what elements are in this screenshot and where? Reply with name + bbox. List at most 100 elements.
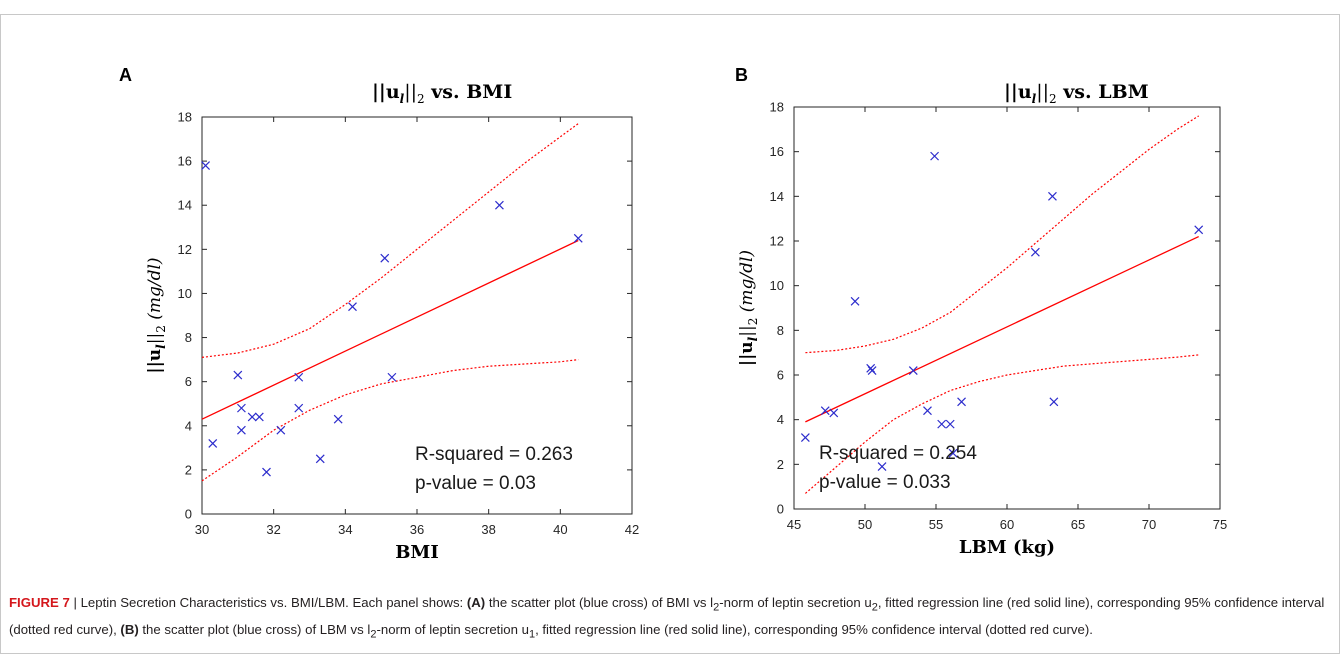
r-squared-a: R-squared = 0.263 [415, 444, 573, 465]
ci-lower-curve-b [805, 354, 1199, 494]
y-tick-label-b-0: 0 [777, 502, 784, 517]
caption-b-sub1: 2 [370, 628, 377, 641]
y-tick-label-b-8: 16 [770, 144, 784, 159]
data-point-b-6 [877, 462, 887, 471]
y-tick-label-a-7: 14 [178, 198, 192, 213]
x-tick-label-a-6: 42 [625, 522, 639, 537]
caption-separator: | [69, 595, 81, 610]
data-point-a-16 [494, 200, 504, 210]
data-point-a-5 [247, 412, 257, 422]
data-point-b-16 [1049, 397, 1059, 407]
y-tick-label-a-3: 6 [185, 374, 192, 389]
data-point-a-6 [254, 412, 264, 422]
x-tick-label-b-0: 45 [787, 517, 801, 532]
y-tick-label-b-1: 2 [777, 457, 784, 472]
data-point-b-8 [923, 406, 932, 416]
data-point-b-2 [829, 408, 839, 418]
data-point-a-13 [348, 302, 357, 312]
data-point-b-5 [867, 366, 877, 375]
data-point-a-1 [208, 438, 218, 448]
data-point-b-9 [930, 151, 940, 161]
data-point-a-17 [573, 233, 583, 243]
y-axis-label-a: ||ul||2 (mg/dl) [145, 257, 168, 373]
title-a-sub-2: 2 [417, 91, 425, 106]
y-tick-label-b-4: 8 [777, 323, 784, 338]
plot-area-a: 30 32 34 36 38 40 42 0 2 4 6 8 10 12 14 16 18 BMI ||ul||2 … [145, 110, 639, 564]
title-b-part-text: vs. LBM [1056, 81, 1149, 103]
data-point-a-14 [380, 253, 390, 263]
x-tick-label-a-1: 32 [266, 522, 280, 537]
caption-b-label: (B) [120, 621, 139, 637]
r-squared-b: R-squared = 0.254 [819, 443, 977, 464]
data-point-a-4 [236, 425, 246, 435]
figure-caption: FIGURE 7 | Leptin Secretion Characterist… [9, 592, 1329, 645]
data-point-a-0 [201, 161, 211, 170]
x-tick-label-a-0: 30 [195, 522, 209, 537]
y-tick-label-a-9: 18 [178, 110, 192, 125]
title-a-sub-l: l [399, 91, 405, 106]
panel-label-a: A [119, 65, 132, 85]
x-tick-label-b-4: 65 [1071, 517, 1085, 532]
chart-a-svg: 30 32 34 36 38 40 42 0 2 4 6 8 10 12 14 16 18 BMI ||ul||2 … [145, 110, 639, 564]
y-tick-label-b-2: 4 [777, 412, 784, 427]
title-b-part-norm: ||u [1004, 81, 1032, 103]
data-point-a-7 [262, 467, 271, 477]
x-tick-label-a-2: 34 [338, 522, 352, 537]
data-point-a-3 [236, 403, 246, 413]
data-point-b-7 [908, 366, 918, 375]
title-a-part-norm: ||u [372, 81, 400, 103]
ci-upper-curve-b [805, 115, 1200, 354]
plot-title-b: ||ul||2 vs. LBM [1004, 81, 1149, 106]
caption-a-text3: , fitted regression line (red solid line… [9, 595, 1325, 637]
plot-area-b: 45 50 55 60 65 70 75 0 2 4 6 8 10 12 14 16 18 LBM (kg) ||u… [737, 100, 1227, 559]
y-tick-label-a-8: 16 [178, 154, 192, 169]
data-point-b-15 [1048, 191, 1057, 201]
data-point-b-11 [945, 419, 955, 429]
panel-label-b: B [735, 65, 748, 85]
y-tick-label-a-0: 0 [185, 507, 192, 522]
y-tick-label-a-6: 12 [178, 242, 192, 257]
x-tick-label-a-5: 40 [553, 522, 567, 537]
data-point-b-13 [957, 397, 966, 407]
chart-b-svg: 45 50 55 60 65 70 75 0 2 4 6 8 10 12 14 16 18 LBM (kg) ||u… [737, 100, 1227, 559]
p-value-b: p-value = 0.033 [819, 472, 951, 493]
data-point-b-3 [850, 296, 860, 306]
caption-lead: FIGURE 7 [9, 595, 70, 610]
caption-a-label: (A) [466, 595, 486, 610]
caption-a-text: the scatter plot (blue cross) of BMI vs … [485, 595, 714, 610]
x-axis-label-b: LBM (kg) [959, 537, 1055, 558]
caption-b-text2: -norm of leptin secretion u [376, 621, 529, 637]
title-a-part-text: vs. BMI [424, 81, 513, 103]
data-point-b-17 [1194, 225, 1204, 235]
title-b-sub-l: l [1031, 91, 1037, 106]
ci-lower-curve-a [201, 359, 579, 482]
x-tick-label-b-6: 75 [1213, 517, 1227, 532]
x-tick-label-b-5: 70 [1142, 517, 1156, 532]
y-tick-label-b-9: 18 [770, 100, 784, 115]
y-tick-label-a-5: 10 [178, 286, 192, 301]
x-axis-label-a: BMI [395, 542, 439, 563]
data-point-b-12 [948, 448, 958, 458]
panel-a: A ||ul||2 vs. BMI 30 32 34 36 38 40 42 0 2 4 6 8 10 1… [1, 15, 661, 575]
ci-upper-curve-a [201, 123, 579, 358]
p-value-a: p-value = 0.03 [415, 473, 536, 494]
y-tick-label-b-3: 6 [777, 368, 784, 383]
y-tick-label-b-6: 12 [770, 234, 784, 249]
caption-b-text3: , fitted regression line (red solid line… [535, 621, 1093, 637]
data-point-a-10 [294, 403, 304, 413]
figure-frame: A ||ul||2 vs. BMI 30 32 34 36 38 40 42 0 2 4 6 8 10 1… [0, 14, 1340, 654]
regression-line-b [805, 235, 1199, 423]
data-point-b-1 [820, 406, 830, 416]
y-tick-label-a-1: 2 [185, 462, 192, 477]
caption-title: Leptin Secretion Characteristics vs. BMI… [80, 595, 467, 610]
regression-line-a [201, 239, 579, 420]
y-tick-label-a-4: 8 [185, 330, 192, 345]
y-axis-label-b: ||ul||2 (mg/dl) [737, 250, 760, 366]
x-tick-label-b-1: 50 [858, 517, 872, 532]
caption-a-text2: -norm of leptin secretion u [719, 595, 872, 610]
panel-b: B ||ul||2 vs. LBM 45 50 55 60 65 70 75 0 2 4 6 8 10 1… [661, 15, 1341, 575]
caption-a-sub2: 2 [871, 601, 878, 614]
x-tick-label-b-2: 55 [929, 517, 943, 532]
data-point-b-14 [1030, 247, 1040, 257]
y-tick-label-b-7: 14 [770, 189, 784, 204]
